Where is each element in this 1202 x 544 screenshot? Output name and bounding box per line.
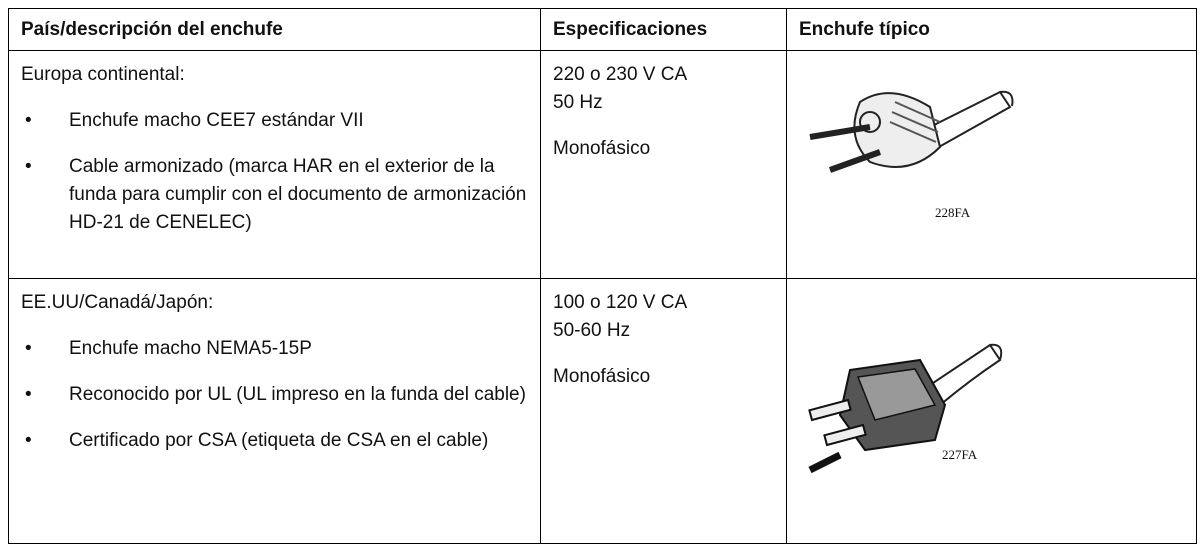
table-body: Europa continental: Enchufe macho CEE7 es… [8, 50, 1197, 544]
specs-cell: 100 o 120 V CA 50-60 Hz Monofásico [540, 278, 787, 544]
image-caption: 228FA [935, 205, 971, 220]
header-cell: Especificaciones [540, 8, 787, 51]
spec-line: 50 Hz [553, 92, 603, 113]
specs-cell: 220 o 230 V CA 50 Hz Monofásico [540, 50, 787, 279]
description-cell: Europa continental: Enchufe macho CEE7 es… [8, 50, 541, 279]
description-cell: EE.UU/Canadá/Japón: Enchufe macho NEMA5-1… [8, 278, 541, 544]
eu-plug-drawing [809, 90, 1014, 173]
table-row: Europa continental: Enchufe macho CEE7 es… [8, 50, 1197, 279]
header-cell: Enchufe típico [786, 8, 1197, 51]
specs-lines: 100 o 120 V CA 50-60 Hz [553, 289, 774, 345]
bullet-item: Reconocido por UL (UL impreso en la fund… [21, 381, 528, 409]
phase-label: Monofásico [553, 366, 651, 387]
bullet-item: Cable armonizado (marca HAR en el exteri… [21, 153, 528, 237]
region-label: EE.UU/Canadá/Japón: [21, 292, 214, 313]
specs-lines: 220 o 230 V CA 50 Hz [553, 61, 774, 117]
phase-label: Monofásico [553, 138, 651, 159]
plug-table: País/descripción del enchufe Especificaci… [8, 8, 1197, 544]
table-row: EE.UU/Canadá/Japón: Enchufe macho NEMA5-1… [8, 278, 1197, 544]
spec-line: 100 o 120 V CA [553, 292, 688, 313]
header-cell: País/descripción del enchufe [8, 8, 541, 51]
bullet-item: Enchufe macho NEMA5-15P [21, 335, 528, 363]
image-cell: 228FA [786, 50, 1197, 279]
header-row: País/descripción del enchufe Especificaci… [8, 8, 1197, 51]
spec-line: 220 o 230 V CA [553, 64, 688, 85]
spec-line: 50-60 Hz [553, 320, 631, 341]
bullet-item: Certificado por CSA (etiqueta de CSA en … [21, 427, 528, 455]
region-label: Europa continental: [21, 64, 185, 85]
bullet-item: Enchufe macho CEE7 estándar VII [21, 107, 528, 135]
image-caption: 227FA [942, 447, 978, 462]
us-plug-drawing [808, 343, 1003, 474]
